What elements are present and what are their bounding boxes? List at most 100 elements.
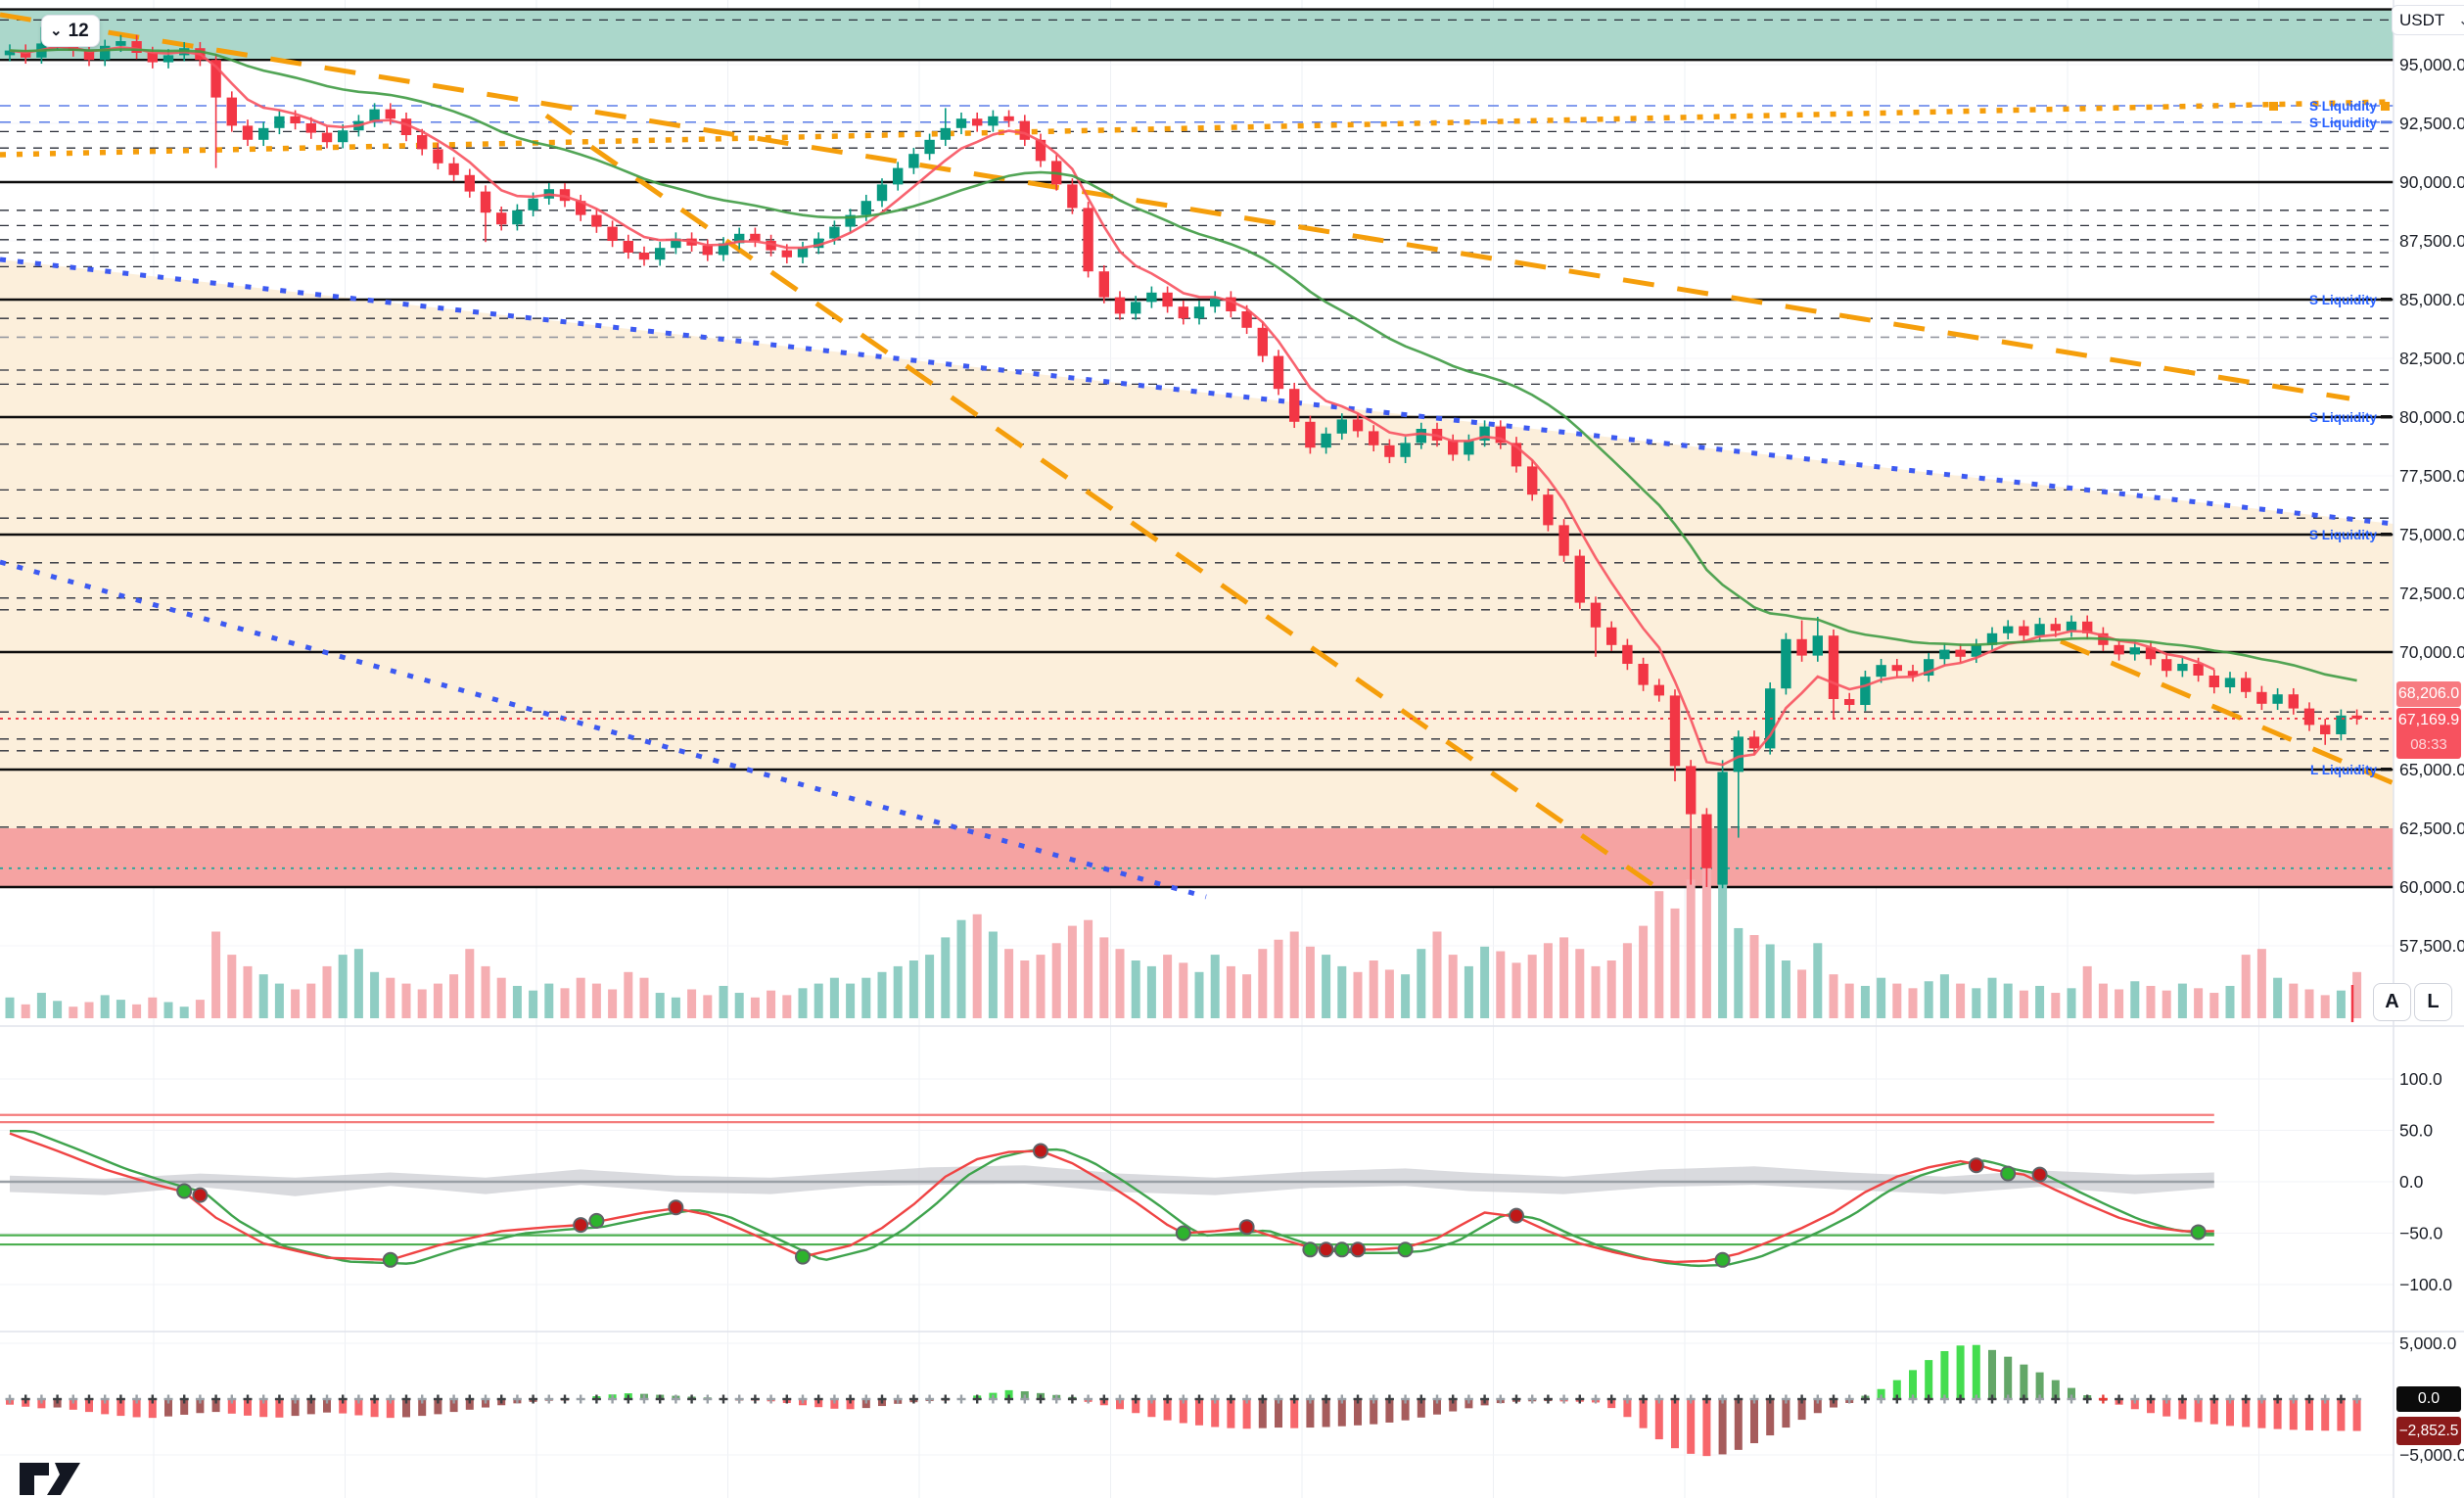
candle: [1812, 635, 1823, 656]
candle: [750, 233, 761, 241]
candle: [480, 191, 491, 213]
histogram-bar: [211, 1399, 220, 1413]
candle: [797, 248, 809, 257]
auto-scale-button[interactable]: A: [2373, 983, 2411, 1021]
plus-marker: [1578, 1394, 1581, 1404]
candle: [559, 189, 571, 202]
plus-marker: [135, 1394, 138, 1404]
candle: [1669, 695, 1681, 767]
histogram-bar: [1956, 1345, 1965, 1399]
candle: [1273, 355, 1284, 390]
volume-bar: [69, 1006, 78, 1018]
volume-bar: [1718, 879, 1728, 1018]
candle: [528, 198, 538, 211]
histogram-bar: [244, 1399, 252, 1416]
volume-bar: [861, 977, 871, 1018]
axis-labels-layer[interactable]: 95,000.0 92,500.0 90,000.0 87,500.0 85,000.0…: [2399, 55, 2464, 1465]
volume-bar: [1939, 974, 1949, 1018]
plus-marker: [1135, 1394, 1138, 1404]
volume-bar: [750, 997, 760, 1018]
histogram-bar: [1132, 1399, 1140, 1414]
plus-marker: [1514, 1394, 1518, 1404]
candle: [845, 214, 856, 227]
histogram-bar: [1766, 1399, 1775, 1436]
candle: [1305, 421, 1316, 448]
volume-bar: [1179, 962, 1188, 1018]
log-scale-button[interactable]: L: [2414, 983, 2452, 1021]
signal-dot: [1333, 1241, 1350, 1258]
histogram-bar: [2130, 1399, 2139, 1410]
plus-marker: [484, 1394, 488, 1404]
quote-currency-selector[interactable]: USDT ⌄: [2392, 5, 2464, 35]
volume-bar: [956, 919, 966, 1018]
histogram-bar: [1322, 1399, 1330, 1428]
signal-dot: [2031, 1166, 2048, 1183]
candle: [1907, 671, 1919, 676]
volume-bar: [449, 974, 459, 1018]
volume-bar: [1163, 955, 1173, 1018]
plus-marker: [1690, 1394, 1693, 1404]
candle: [893, 167, 904, 185]
histogram-bar: [1988, 1349, 1996, 1399]
plus-marker: [959, 1394, 963, 1404]
signal-dot: [573, 1217, 589, 1234]
plus-marker: [785, 1394, 788, 1404]
candle: [338, 130, 349, 143]
candle: [860, 201, 871, 215]
plus-marker: [897, 1394, 900, 1404]
volume-bar: [1527, 955, 1537, 1018]
volume-bar: [814, 983, 823, 1018]
histogram-bar: [449, 1399, 458, 1413]
signal-dot: [1175, 1225, 1191, 1241]
candle: [1003, 116, 1014, 121]
axis-tick-label: 85,000.0: [2399, 290, 2464, 309]
histogram-bar: [2051, 1380, 2060, 1399]
candle: [163, 55, 174, 63]
histogram-bar: [259, 1399, 268, 1418]
plus-marker: [1943, 1394, 1946, 1404]
liquidity-marker: [2269, 102, 2278, 111]
plus-marker: [1959, 1394, 1962, 1404]
levels-layer: [0, 19, 2394, 889]
volume-bar: [1432, 931, 1442, 1018]
plus-marker: [1752, 1394, 1756, 1404]
liquidity-marker: [2381, 120, 2392, 124]
volume-bar: [1131, 960, 1140, 1018]
tv-logo-glyph-1: [20, 1463, 49, 1495]
plus-marker: [944, 1394, 947, 1404]
plus-marker: [2007, 1394, 2010, 1404]
timeframe-selector[interactable]: ⌄ 12: [41, 15, 100, 47]
signal-dot: [1318, 1241, 1334, 1258]
plus-marker: [104, 1394, 107, 1404]
plus-marker: [2086, 1394, 2089, 1404]
bar-countdown: 08:33: [2410, 736, 2447, 753]
volume-bar: [925, 955, 935, 1018]
candle: [1701, 814, 1712, 868]
volume-bar: [1829, 974, 1838, 1018]
candle: [623, 241, 633, 253]
volume-bar: [1099, 937, 1109, 1018]
plus-marker: [1102, 1394, 1105, 1404]
plus-marker: [642, 1394, 646, 1404]
histogram-bar: [2162, 1399, 2171, 1417]
signal-dot: [1714, 1251, 1731, 1268]
volume-bar: [719, 985, 728, 1018]
liquidity-label: S Liquidity: [2309, 99, 2377, 114]
histogram-bar: [418, 1399, 427, 1417]
volume-bar: [227, 955, 237, 1018]
candle: [2303, 708, 2315, 726]
candle: [1336, 419, 1347, 434]
candle: [1289, 389, 1300, 422]
volume-bar: [179, 1006, 189, 1018]
volume-bar: [1448, 955, 1458, 1018]
histogram-value-badge: −2,852.5: [2396, 1417, 2461, 1445]
tradingview-logo[interactable]: [16, 1457, 84, 1498]
demand-zone-beige: [0, 259, 2394, 828]
volume-bar: [2177, 983, 2187, 1018]
volume-bar: [1322, 955, 1331, 1018]
volume-bar: [1860, 985, 1870, 1018]
plus-marker: [468, 1394, 471, 1404]
plus-marker: [754, 1394, 757, 1404]
candle: [655, 248, 666, 260]
